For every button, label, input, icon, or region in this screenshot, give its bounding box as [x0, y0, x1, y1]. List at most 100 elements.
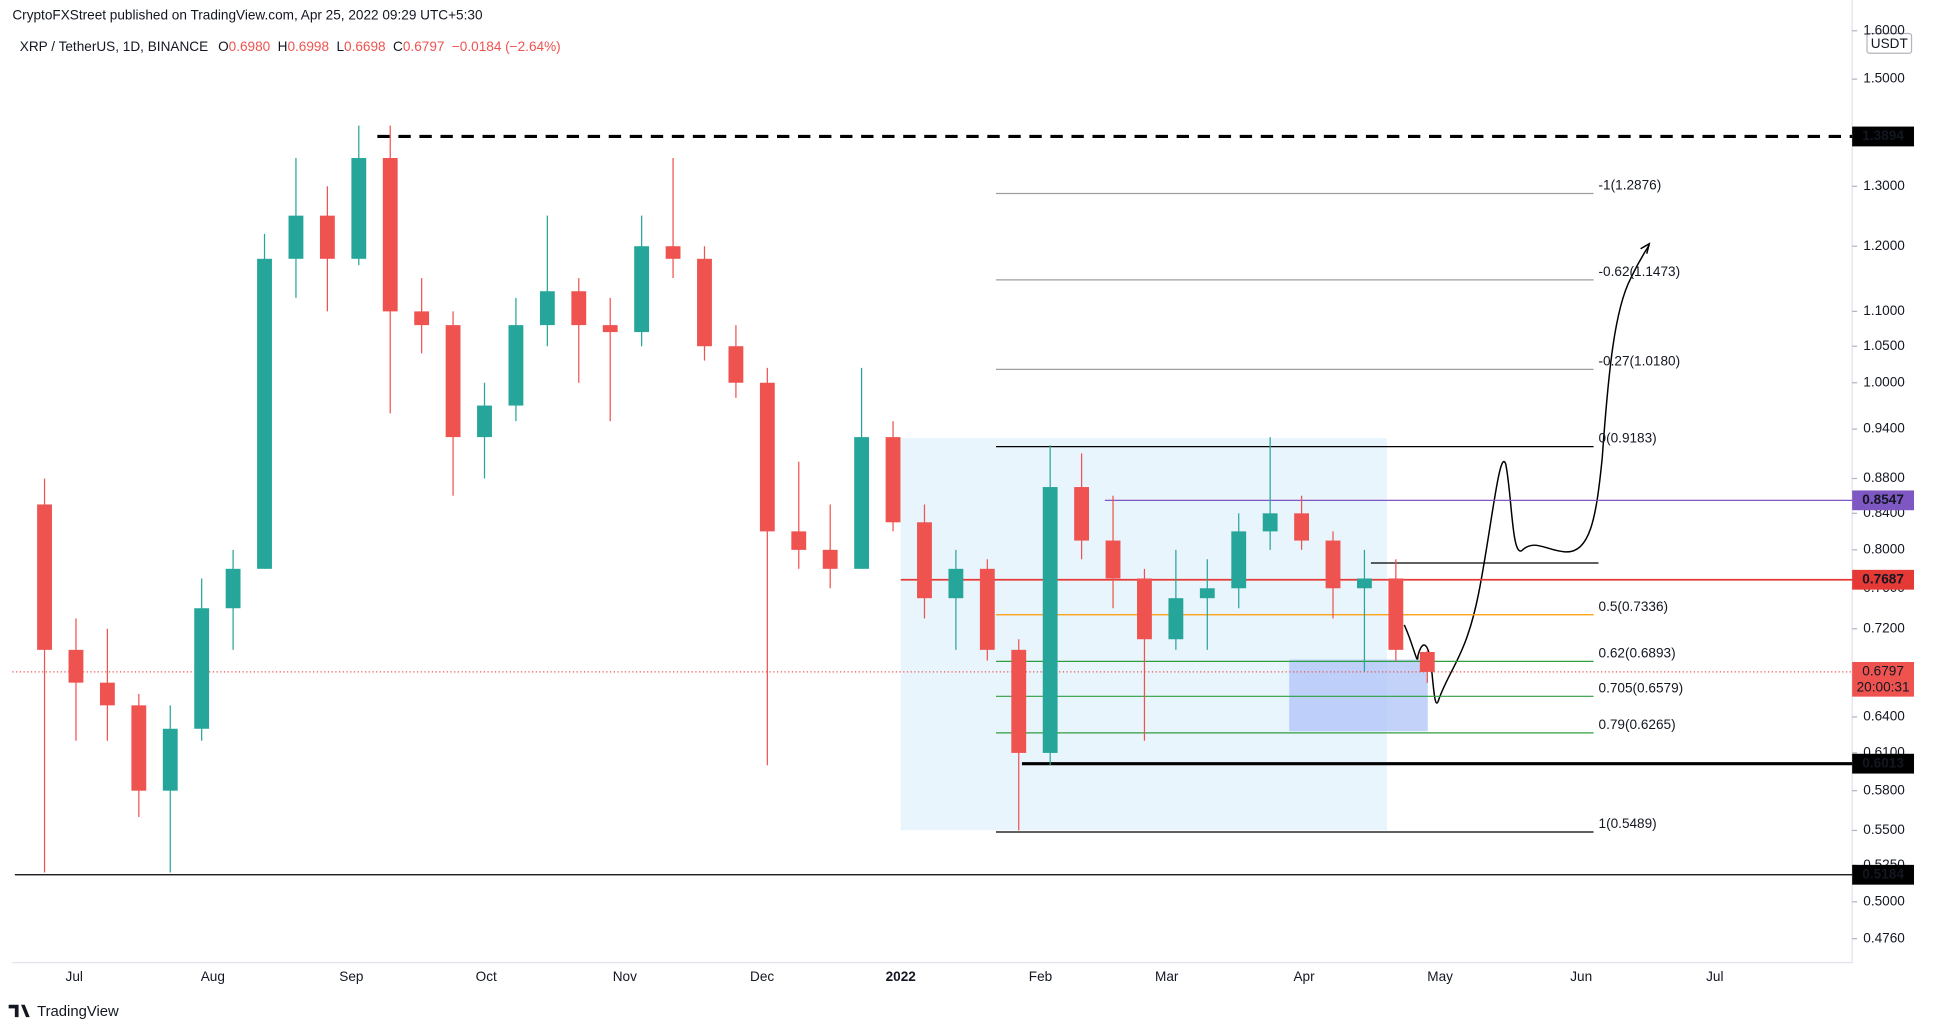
candle-body [445, 325, 461, 438]
y-tick-label: 0.5000 [1863, 893, 1905, 908]
last-price-badge [1852, 661, 1915, 697]
candle-body [1294, 513, 1310, 541]
candle-body [1168, 598, 1184, 640]
y-tick-label: 1.1000 [1863, 303, 1905, 318]
candle-body [917, 522, 932, 599]
demand-zone [1289, 659, 1428, 732]
price-badge-label: 1.3894 [1862, 128, 1904, 143]
x-tick-label: Aug [201, 969, 225, 984]
x-tick-label: Mar [1155, 969, 1179, 984]
x-tick-label: May [1427, 969, 1453, 984]
fib-label: -0.27(1.0180) [1599, 354, 1681, 369]
y-tick-label: 1.0000 [1863, 374, 1905, 389]
candle-body [791, 531, 807, 550]
candle-body [131, 705, 147, 791]
candle-body [319, 215, 335, 259]
candle-body [508, 325, 524, 406]
x-tick-label: Nov [613, 969, 637, 984]
logo-mark [8, 1004, 30, 1018]
x-tick-label: Dec [750, 969, 774, 984]
candle-body [382, 158, 398, 312]
candle-body [1074, 487, 1090, 541]
candle-body [948, 568, 964, 599]
y-tick-label: 1.6000 [1863, 22, 1905, 37]
candle-body [634, 246, 650, 333]
candle-body [571, 291, 587, 326]
last-price-label: 0.6797 [1862, 663, 1904, 678]
y-tick-label: 0.6400 [1863, 709, 1905, 724]
symbol-line: XRP / TetherUS, 1D, BINANCE O0.6980 H0.699… [20, 39, 561, 54]
candle-body [1419, 652, 1435, 672]
candle-body [1231, 531, 1247, 589]
currency-box [1866, 32, 1913, 54]
fib-label: 1(0.5489) [1599, 816, 1657, 831]
candle-body [979, 568, 995, 650]
price-badge-label: 0.8547 [1862, 492, 1904, 507]
fib-label: 0.62(0.6893) [1599, 646, 1676, 661]
symbol: XRP / TetherUS, 1D, BINANCE [20, 39, 208, 54]
ohlc-key: L [336, 39, 344, 54]
ohlc-value: 0.6698 [344, 39, 386, 54]
y-tick-label: 1.0500 [1863, 338, 1905, 353]
ohlc-key: O [218, 39, 229, 54]
candle-body [697, 258, 712, 347]
ohlc-key: H [278, 39, 288, 54]
candle-body [539, 291, 555, 326]
x-tick-label: Sep [339, 969, 363, 984]
candle-body [1042, 487, 1058, 753]
price-badge [1852, 569, 1915, 590]
candle-body [602, 325, 618, 333]
x-tick-label: Apr [1293, 969, 1315, 984]
candle-body [759, 382, 775, 532]
candle-body [257, 258, 272, 569]
candle-body [37, 504, 52, 650]
x-tick-label: Jul [66, 969, 83, 984]
price-badge-label: 0.5184 [1862, 866, 1904, 881]
candle-body [68, 649, 84, 683]
candle-body [99, 682, 115, 706]
candle-body [414, 311, 430, 326]
x-tick-label: 2022 [886, 969, 917, 984]
y-tick-label: 0.5800 [1863, 782, 1905, 797]
y-tick-label: 0.4760 [1863, 930, 1905, 945]
x-tick-label: Jul [1706, 969, 1723, 984]
x-tick-label: Feb [1029, 969, 1052, 984]
price-badge-label: 0.6013 [1862, 755, 1904, 770]
y-tick-label: 0.8000 [1863, 541, 1905, 556]
ohlc-value: 0.6797 [403, 39, 445, 54]
candle-body [225, 568, 241, 609]
candle-body [1357, 578, 1372, 589]
candle-body [885, 437, 901, 523]
candle-body [665, 246, 681, 259]
candle-body [351, 158, 367, 259]
candle-body [728, 346, 744, 383]
y-tick-label: 0.9400 [1863, 421, 1905, 436]
price-badge [1852, 753, 1915, 774]
candle-body [288, 215, 304, 259]
published-line: CryptoFXStreet published on TradingView.… [12, 8, 483, 23]
x-tick-label: Oct [476, 969, 497, 984]
candle-body [1199, 588, 1215, 599]
y-tick-label: 0.8800 [1863, 470, 1905, 485]
price-badge [1852, 490, 1915, 511]
price-badge-label: 0.7687 [1862, 571, 1904, 586]
fib-label: -1(1.2876) [1599, 178, 1662, 193]
candle-body [1262, 513, 1278, 532]
ohlc-value: 0.6980 [229, 39, 271, 54]
ohlc-key: C [393, 39, 403, 54]
fib-label: -0.62(1.1473) [1599, 264, 1681, 279]
fib-label: 0(0.9183) [1599, 431, 1657, 446]
x-tick-label: Jun [1570, 969, 1592, 984]
y-tick-label: 0.5500 [1863, 822, 1905, 837]
candle-body [477, 405, 492, 438]
candle-body [1388, 578, 1404, 650]
brand: TradingView [37, 1004, 119, 1020]
y-tick-label: 0.7200 [1863, 620, 1905, 635]
fib-label: 0.705(0.6579) [1599, 680, 1684, 695]
candle-body [162, 728, 178, 791]
price-badge [1852, 864, 1915, 885]
candle-body [854, 437, 870, 569]
projection-arrowhead [1640, 242, 1651, 254]
fib-label: 0.5(0.7336) [1599, 599, 1669, 614]
fib-label: 0.79(0.6265) [1599, 717, 1676, 732]
